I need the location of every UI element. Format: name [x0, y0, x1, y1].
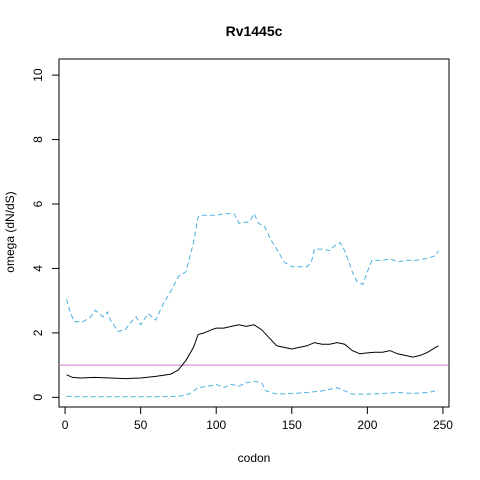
x-axis: 0 50 100 150 200 250	[62, 407, 453, 432]
x-axis-label: codon	[238, 451, 271, 465]
y-tick-label: 8	[31, 136, 45, 143]
series-line-upper	[66, 212, 439, 332]
series-line-estimate	[66, 324, 439, 380]
x-tick-label: 0	[62, 418, 69, 432]
x-tick-label: 150	[282, 418, 302, 432]
y-tick-label: 10	[31, 68, 45, 82]
x-tick-label: 50	[134, 418, 148, 432]
y-tick-label: 2	[31, 329, 45, 336]
y-tick-label: 0	[31, 394, 45, 401]
plot-area	[59, 212, 449, 398]
x-tick-label: 200	[357, 418, 377, 432]
y-tick-label: 6	[31, 200, 45, 207]
y-tick-label: 4	[31, 265, 45, 272]
y-axis: 0 2 4 6 8 10	[31, 68, 59, 401]
y-axis-label: omega (dN/dS)	[3, 191, 17, 272]
plot-frame	[58, 58, 450, 408]
chart-title: Rv1445c	[226, 23, 283, 39]
x-tick-label: 250	[433, 418, 453, 432]
x-tick-label: 100	[206, 418, 226, 432]
series-line-lower	[66, 380, 439, 398]
